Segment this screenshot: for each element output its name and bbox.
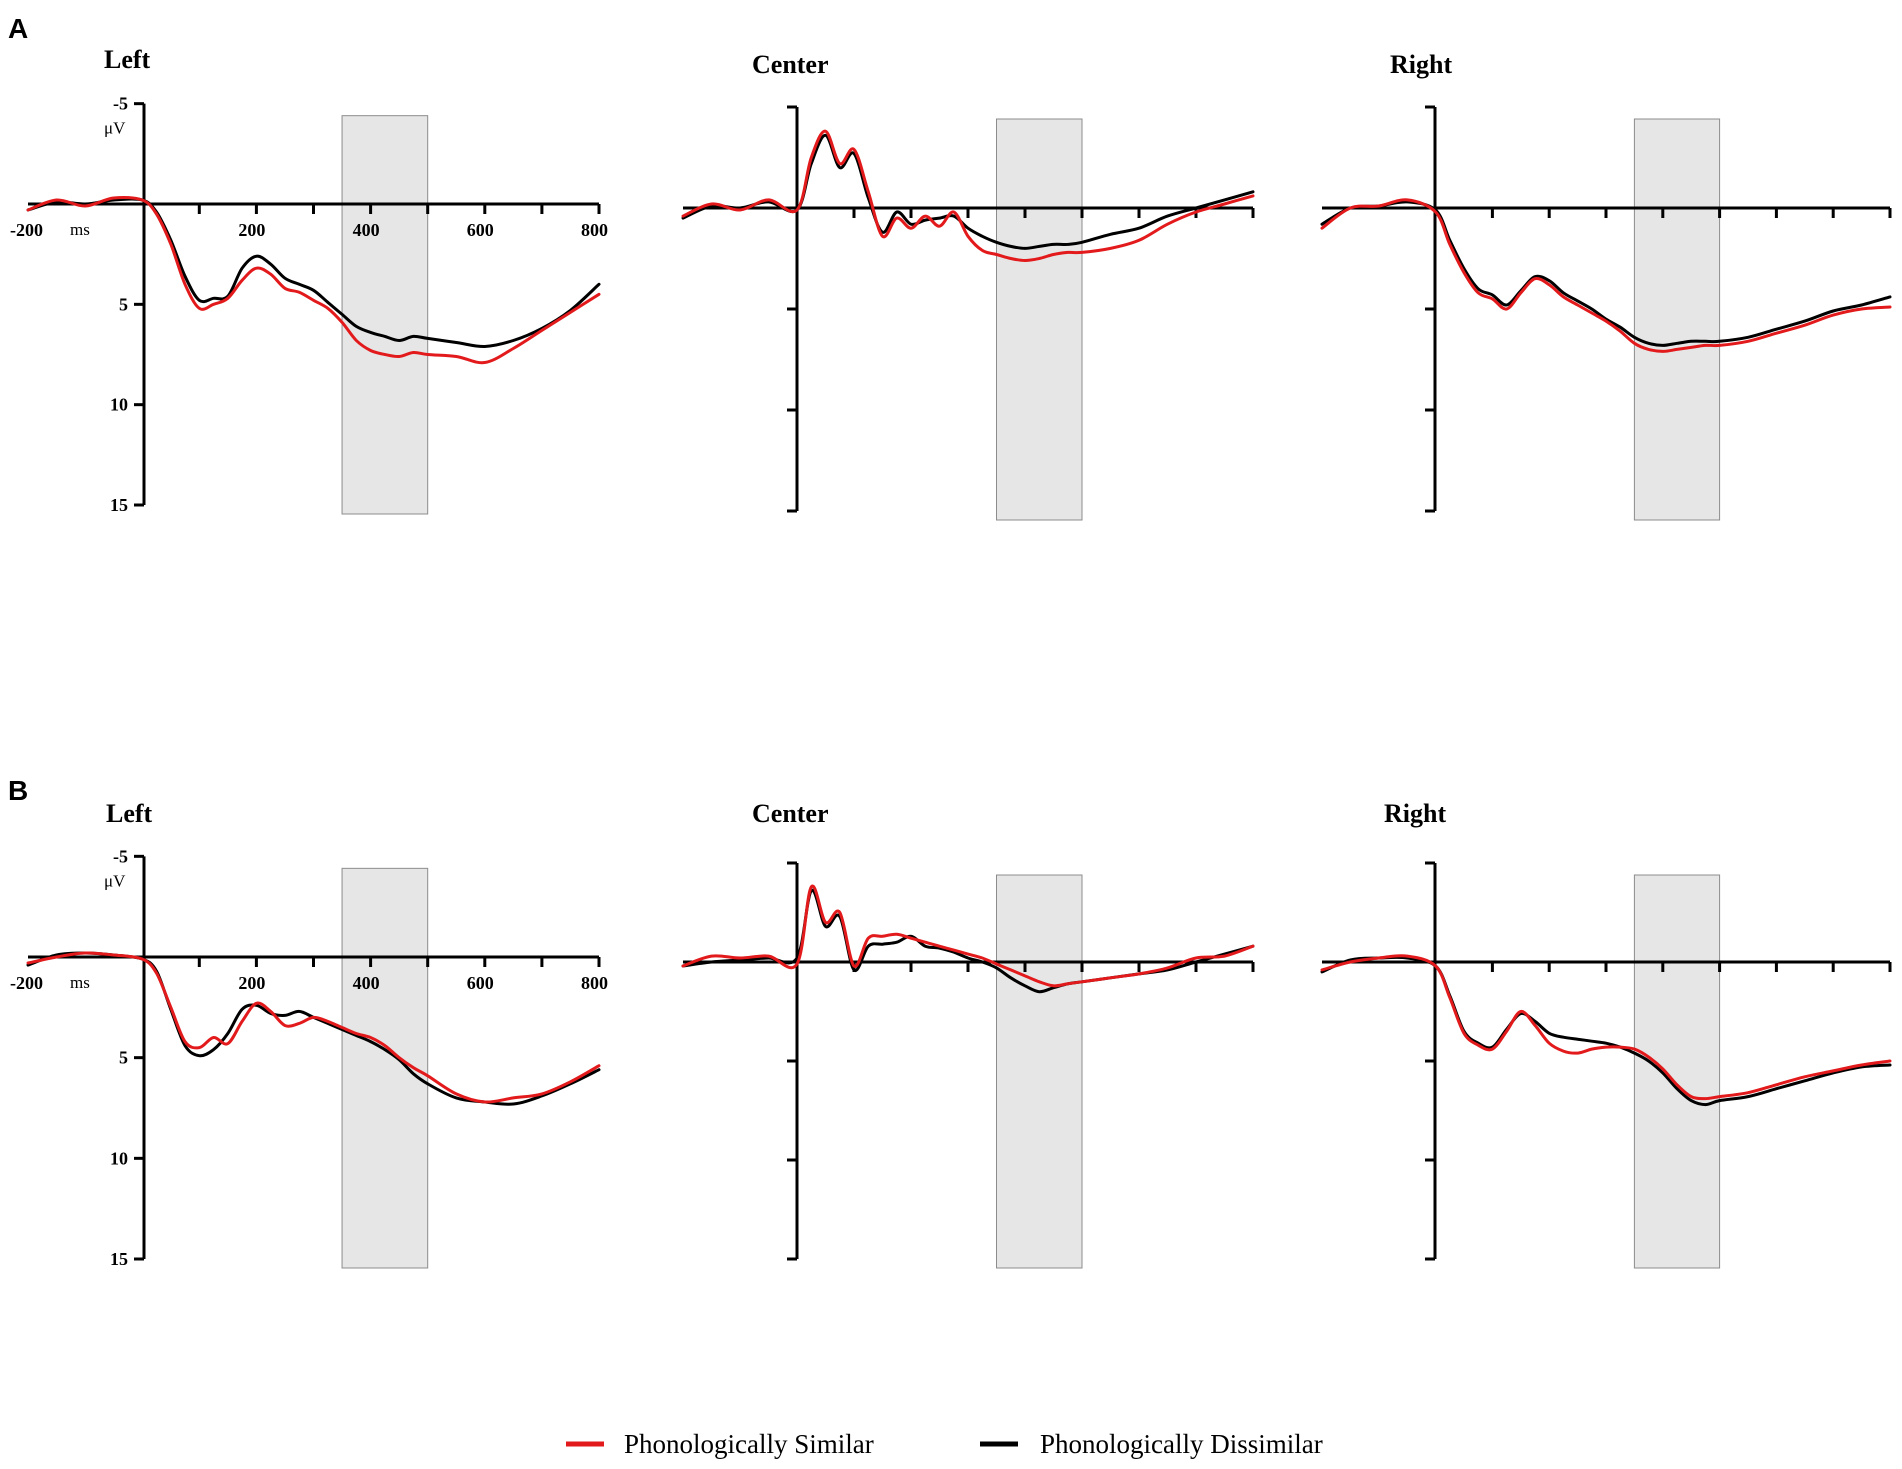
analysis-window	[341, 115, 429, 515]
plot-b-left: Left -200 200 400 600 800 ms -5 5 10 15 μV	[10, 799, 608, 1269]
x-tick-label: -200	[10, 220, 43, 240]
plot-a-center: Center	[681, 50, 1255, 521]
series-line-similar	[26, 951, 601, 1104]
plot-a-right: Right	[1320, 50, 1892, 521]
plot-b-center: Center	[681, 799, 1255, 1269]
y-tick-label: 15	[110, 1249, 128, 1269]
plot-area: Left -200 200 400 600 800 ms -5 5 10 15 μV Center Rig…	[10, 45, 1892, 1269]
panel-letter-a: A	[8, 13, 28, 44]
y-tick-label: -5	[113, 94, 128, 114]
series-line-dissimilar	[681, 133, 1255, 250]
y-tick-label: 5	[119, 294, 128, 314]
series-line-dissimilar	[681, 889, 1255, 994]
plot-title: Left	[104, 45, 151, 74]
series-line-dissimilar	[1320, 200, 1892, 347]
legend-label-dissimilar: Phonologically Dissimilar	[1040, 1429, 1323, 1459]
x-unit-label: ms	[70, 973, 90, 992]
y-tick-label: 10	[110, 1148, 128, 1168]
analysis-window	[1633, 874, 1721, 1269]
x-tick-label: 400	[353, 220, 380, 240]
x-tick-label: 200	[238, 973, 265, 993]
analysis-window	[996, 874, 1083, 1269]
x-tick-label: -200	[10, 973, 43, 993]
x-unit-label: ms	[70, 220, 90, 239]
x-tick-label: 400	[353, 973, 380, 993]
series-line-similar	[1320, 954, 1892, 1101]
series-line-similar	[681, 129, 1255, 262]
y-tick-label: 10	[110, 395, 128, 415]
plot-b-right: Right	[1320, 799, 1892, 1269]
series-line-similar	[26, 195, 601, 365]
legend: Phonologically Similar Phonologically Di…	[566, 1429, 1323, 1459]
x-tick-label: 600	[467, 220, 494, 240]
series-line-similar	[1320, 198, 1892, 353]
plot-title: Center	[752, 799, 829, 828]
y-tick-label: 5	[119, 1048, 128, 1068]
series-line-dissimilar	[26, 951, 601, 1106]
series-line-similar	[681, 884, 1255, 988]
legend-label-similar: Phonologically Similar	[624, 1429, 874, 1459]
series-line-dissimilar	[1320, 955, 1892, 1107]
analysis-window	[1633, 118, 1721, 521]
y-tick-label: 15	[110, 495, 128, 515]
y-unit-label: μV	[104, 119, 126, 138]
series-line-dissimilar	[26, 197, 601, 349]
x-tick-label: 200	[238, 220, 265, 240]
plot-title: Center	[752, 50, 829, 79]
panel-letter-b: B	[8, 775, 28, 806]
x-tick-label: 600	[467, 973, 494, 993]
plot-title: Right	[1390, 50, 1452, 79]
analysis-window	[996, 118, 1083, 521]
y-unit-label: μV	[104, 871, 126, 890]
x-tick-label: 800	[581, 220, 608, 240]
x-tick-label: 800	[581, 973, 608, 993]
y-tick-label: -5	[113, 846, 128, 866]
plot-a-left: Left -200 200 400 600 800 ms -5 5 10 15 μV	[10, 45, 608, 515]
plot-title: Right	[1384, 799, 1446, 828]
plot-title: Left	[106, 799, 153, 828]
